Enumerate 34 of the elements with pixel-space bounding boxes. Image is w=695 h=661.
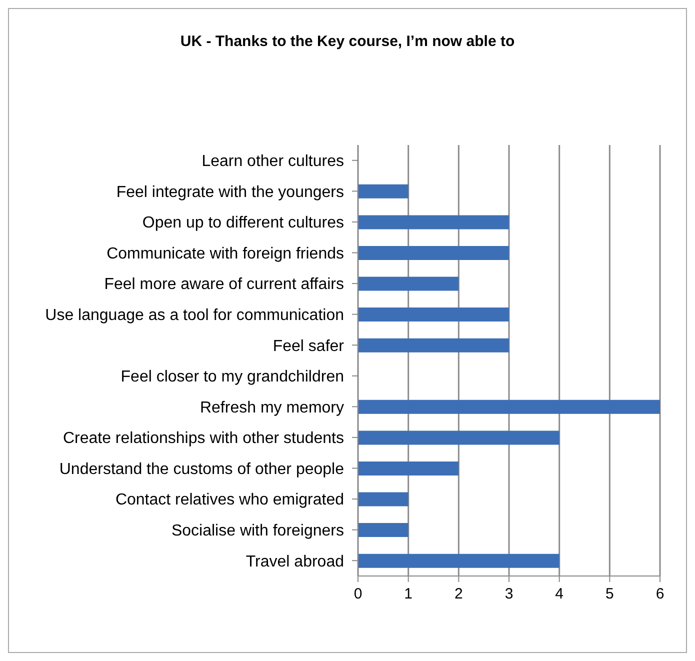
bar [358, 461, 459, 476]
bar [358, 215, 509, 230]
x-tick-label: 0 [354, 586, 362, 603]
bar [358, 338, 509, 352]
chart-title: UK - Thanks to the Key course, I’m now able to [179, 33, 516, 52]
x-tick-label: 2 [454, 586, 463, 603]
bar [358, 400, 660, 414]
y-tick-label: Contact relatives who emigrated [115, 492, 344, 509]
y-tick-label: Refresh my memory [200, 399, 344, 416]
bar [358, 246, 509, 260]
bar [358, 523, 408, 538]
x-tick-label: 4 [555, 586, 564, 603]
bar [358, 184, 408, 198]
x-tick-label: 1 [404, 586, 413, 603]
bar [358, 554, 560, 568]
x-tick-label: 6 [656, 586, 664, 603]
bar [358, 430, 560, 445]
y-tick-label: Travel abroad [246, 553, 344, 570]
y-tick-label: Socialise with foreigners [171, 522, 344, 540]
x-tick-label: 3 [504, 586, 514, 603]
bar [358, 308, 509, 322]
y-tick-label: Use language as a tool for communication [45, 307, 344, 324]
x-tick-label: 5 [605, 586, 614, 603]
y-tick-label: Communicate with foreign friends [106, 245, 344, 262]
bar [358, 492, 408, 506]
y-tick-label: Feel closer to my grandchildren [120, 368, 344, 386]
y-tick-label: Feel safer [272, 338, 345, 355]
y-tick-label: Open up to different cultures [142, 214, 344, 232]
y-tick-label: Understand the customs of other people [59, 460, 344, 478]
bar [358, 276, 459, 291]
y-tick-label: Feel more aware of current affairs [104, 276, 344, 294]
y-tick-label: Create relationships with other students [62, 430, 344, 448]
y-tick-label: Feel integrate with the youngers [116, 184, 344, 201]
y-tick-label: Learn other cultures [202, 153, 344, 170]
